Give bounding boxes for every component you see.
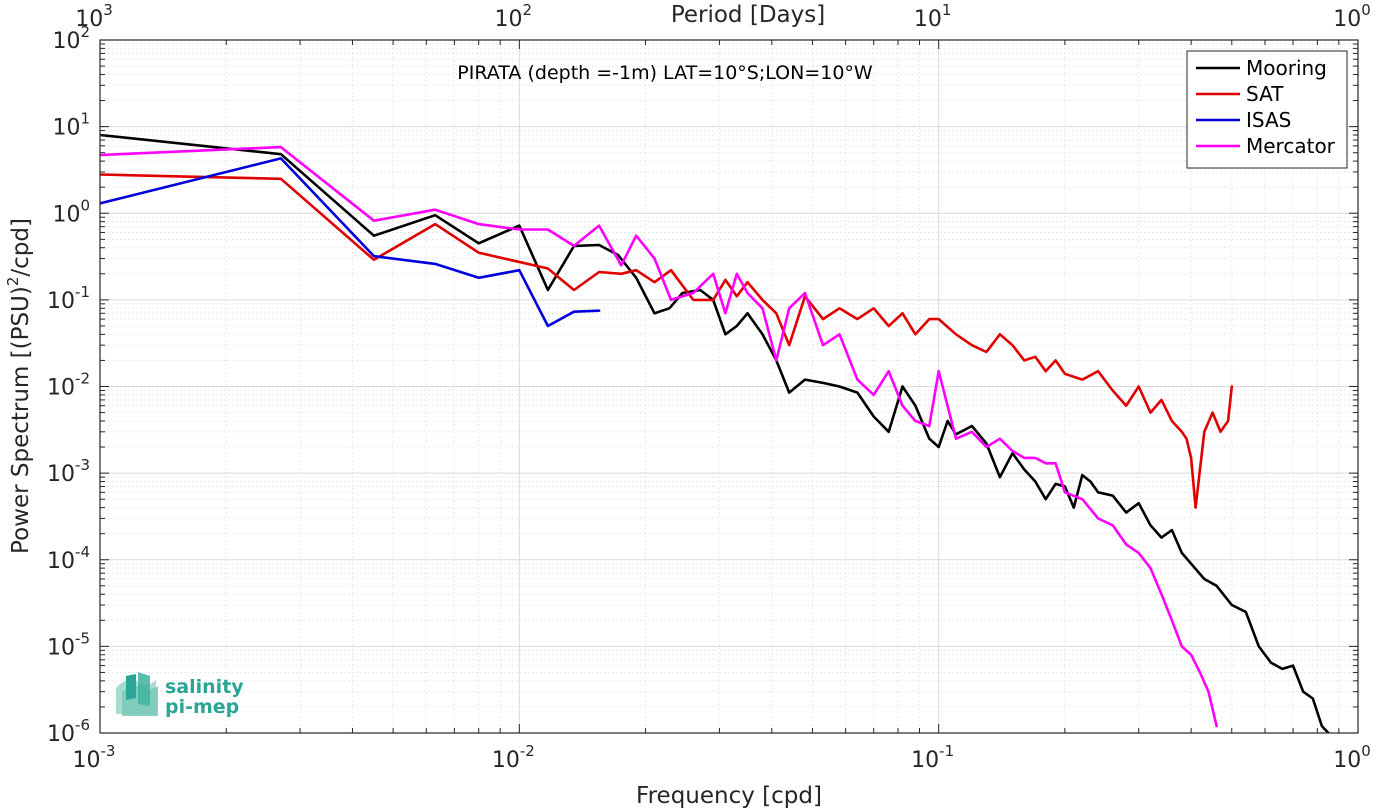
top-tick-label: 103 (75, 1, 113, 32)
top-tick-label-base: 10 (495, 7, 523, 32)
top-tick-label-base: 10 (914, 7, 942, 32)
x-tick-label-base: 10 (73, 748, 101, 773)
y-axis-label-sup: 2 (4, 277, 22, 287)
y-tick-label: 10-4 (47, 543, 90, 574)
y-tick-label-exp: -2 (75, 370, 90, 388)
top-tick-labels: 103 102 101 100 (75, 1, 1371, 32)
x-tick-label-base: 10 (492, 748, 520, 773)
y-tick-label-exp: 2 (80, 23, 90, 41)
y-tick-label: 10-1 (47, 283, 90, 314)
y-tick-label-base: 10 (47, 549, 75, 574)
x-tick-label-exp: -1 (939, 742, 954, 760)
y-tick-label-base: 10 (47, 635, 75, 660)
top-tick-label-base: 10 (1333, 7, 1361, 32)
series-line-mercator (100, 145, 1218, 728)
y-tick-label-exp: -5 (75, 629, 90, 647)
logo-text-salinity: salinity (165, 676, 244, 698)
y-tick-label-exp: 1 (80, 110, 90, 128)
top-tick-label-exp: 2 (523, 1, 533, 19)
series-line-isas (100, 157, 601, 328)
y-tick-label-exp: -3 (75, 456, 90, 474)
y-tick-label-base: 10 (52, 202, 80, 227)
x-tick-label-exp: -2 (520, 742, 535, 760)
y-tick-label-base: 10 (47, 289, 75, 314)
y-tick-label: 10-3 (47, 456, 90, 487)
salinity-pi-mep-logo: salinity pi-mep (116, 672, 244, 718)
y-tick-label-exp: 0 (80, 196, 90, 214)
y-tick-label: 10-6 (47, 716, 90, 747)
y-axis-label-tail: /cpd] (8, 218, 34, 277)
series-line-sat (100, 173, 1234, 509)
y-tick-label: 100 (52, 196, 90, 227)
x-tick-label: 10-1 (911, 742, 954, 773)
top-tick-label-exp: 3 (103, 1, 113, 19)
y-tick-label: 102 (52, 23, 90, 54)
y-tick-label: 101 (52, 110, 90, 141)
legend-label-mercator: Mercator (1246, 134, 1336, 158)
x-tick-label: 10-2 (492, 742, 535, 773)
top-axis-label: Period [Days] (671, 2, 825, 28)
chart-title: PIRATA (depth =-1m) LAT=10°S;LON=10°W (457, 62, 873, 84)
y-tick-label: 10-5 (47, 629, 90, 660)
logo-wave-icon (116, 672, 158, 716)
legend-label-isas: ISAS (1246, 108, 1291, 132)
x-tick-label-exp: 0 (1361, 742, 1371, 760)
y-axis-label: Power Spectrum [(PSU)2/cpd] (4, 218, 34, 554)
legend-label-mooring: Mooring (1246, 56, 1327, 80)
x-tick-labels: 10-3 10-2 10-1 100 (73, 742, 1371, 773)
top-tick-label: 102 (495, 1, 533, 32)
x-tick-label: 100 (1333, 742, 1371, 773)
y-tick-label-base: 10 (47, 376, 75, 401)
y-tick-label-base: 10 (47, 462, 75, 487)
top-tick-label: 101 (914, 1, 952, 32)
y-tick-label: 10-2 (47, 370, 90, 401)
top-tick-label-exp: 0 (1361, 1, 1371, 19)
y-tick-label-exp: -4 (75, 543, 90, 561)
y-axis-label-base: Power Spectrum [(PSU) (8, 286, 34, 554)
top-tick-label: 100 (1333, 1, 1371, 32)
x-tick-label-base: 10 (911, 748, 939, 773)
y-tick-label-base: 10 (47, 722, 75, 747)
legend-box (1186, 50, 1348, 169)
y-tick-label-exp: -1 (75, 283, 90, 301)
x-tick-label: 10-3 (73, 742, 116, 773)
y-tick-label-base: 10 (52, 116, 80, 141)
y-tick-label-exp: -6 (75, 716, 90, 734)
top-tick-label-exp: 1 (942, 1, 952, 19)
series-lines (100, 133, 1330, 733)
x-tick-label-exp: -3 (101, 742, 116, 760)
y-tick-label-base: 10 (52, 29, 80, 54)
top-tick-label-base: 10 (75, 7, 103, 32)
legend-label-sat: SAT (1246, 82, 1284, 106)
axis-ticks (99, 39, 1359, 734)
x-axis-label: Frequency [cpd] (636, 783, 822, 809)
logo-text-pimep: pi-mep (165, 696, 239, 718)
x-tick-label-base: 10 (1333, 748, 1361, 773)
